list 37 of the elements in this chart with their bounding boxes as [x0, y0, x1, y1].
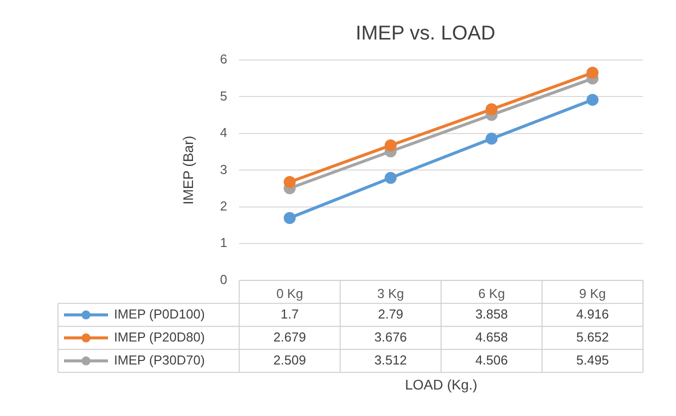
x-tick-label: 9 Kg [579, 286, 606, 301]
legend-label: IMEP (P30D70) [114, 352, 205, 368]
point [586, 94, 599, 106]
data-label: 4.658 [475, 329, 508, 344]
data-label: 5.652 [576, 329, 609, 344]
data-label: 2.679 [273, 329, 306, 344]
data-label: 5.495 [576, 352, 609, 368]
data-label: 2.79 [378, 306, 404, 322]
point [384, 139, 397, 152]
y-axis-title: IMEP (Bar) [180, 136, 196, 205]
y-tick-label: 0 [220, 272, 228, 287]
point [284, 212, 296, 224]
y-tick-label: 3 [220, 162, 228, 177]
legend-label: IMEP (P20D80) [114, 329, 205, 344]
x-tick-label: 3 Kg [377, 286, 404, 301]
data-label: 4.506 [475, 352, 508, 368]
x-tick-label: 0 Kg [276, 286, 304, 301]
point [284, 176, 296, 188]
y-tick-label: 6 [220, 52, 228, 67]
data-label: 2.509 [273, 352, 306, 368]
x-tick-label: 6 Kg [478, 286, 505, 301]
y-tick-label: 1 [220, 235, 228, 250]
data-label: 4.916 [576, 306, 609, 322]
point [486, 132, 498, 145]
data-label: 1.7 [280, 306, 299, 322]
point [586, 66, 599, 79]
data-label: 3.512 [374, 352, 407, 368]
y-tick-label: 2 [220, 198, 228, 214]
point [486, 103, 498, 116]
data-label: 3.858 [475, 306, 508, 322]
y-tick-label: 4 [220, 125, 228, 140]
point [384, 172, 397, 184]
y-tick-label: 5 [220, 88, 228, 104]
chart-title: IMEP vs. LOAD [356, 22, 496, 45]
data-label: 3.676 [374, 329, 407, 344]
text: LOAD (Kg.) [404, 376, 478, 392]
legend-label: IMEP (P0D100) [114, 306, 205, 322]
